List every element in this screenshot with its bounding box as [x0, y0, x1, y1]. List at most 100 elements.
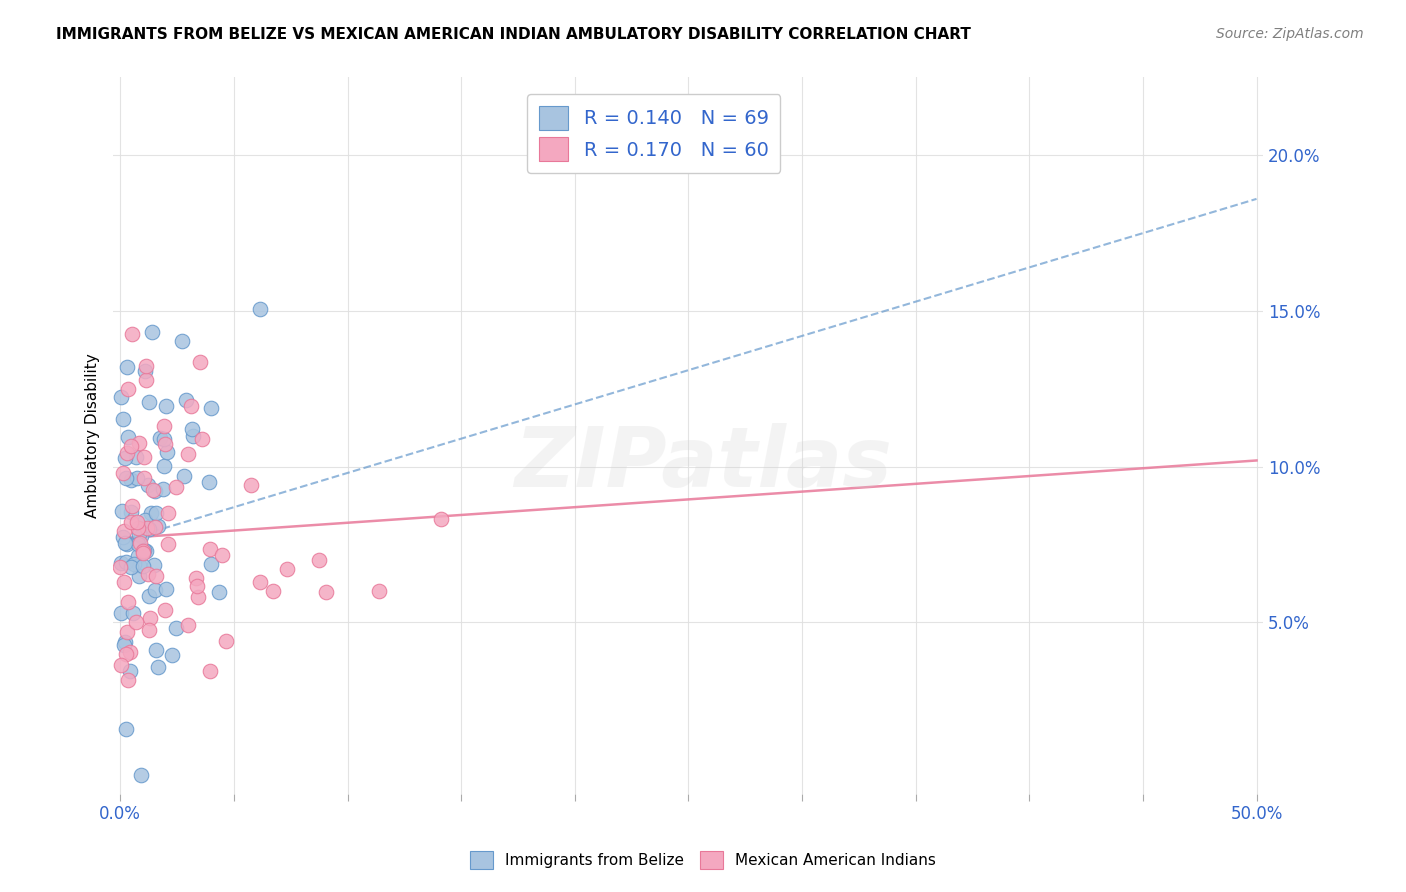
Point [138, 589, 160, 603]
Point [198, 475, 221, 490]
Point [145, 643, 167, 657]
Point [190, 432, 212, 446]
Point [127, 537, 149, 551]
Point [156, 444, 179, 458]
Point [181, 422, 204, 436]
Point [187, 591, 209, 605]
Point [200, 557, 222, 571]
Point [145, 582, 167, 597]
Point [146, 519, 169, 533]
Point [143, 558, 166, 573]
Point [134, 364, 156, 378]
Point [127, 549, 149, 563]
Point [122, 606, 145, 620]
Point [132, 543, 155, 558]
Point [262, 584, 284, 599]
Text: Source: ZipAtlas.com: Source: ZipAtlas.com [1216, 27, 1364, 41]
Point [110, 607, 132, 621]
Point [117, 430, 139, 444]
Point [125, 615, 148, 630]
Point [153, 432, 176, 446]
Point [153, 459, 176, 474]
Point [111, 504, 134, 518]
Point [132, 558, 155, 573]
Point [135, 543, 157, 558]
Point [145, 506, 167, 520]
Point [120, 560, 142, 574]
Point [138, 522, 160, 536]
Point [139, 506, 162, 520]
Point [125, 450, 148, 464]
Text: IMMIGRANTS FROM BELIZE VS MEXICAN AMERICAN INDIAN AMBULATORY DISABILITY CORRELAT: IMMIGRANTS FROM BELIZE VS MEXICAN AMERIC… [56, 27, 972, 42]
Point [138, 623, 160, 637]
Legend: R = 0.140   N = 69, R = 0.170   N = 60: R = 0.140 N = 69, R = 0.170 N = 60 [527, 95, 780, 173]
Point [112, 524, 135, 539]
Point [136, 566, 159, 581]
Point [117, 673, 139, 688]
Point [118, 664, 141, 678]
Point [184, 572, 207, 586]
Point [121, 326, 143, 341]
Point [249, 575, 271, 590]
Y-axis label: Ambulatory Disability: Ambulatory Disability [86, 353, 100, 518]
Point [152, 418, 174, 433]
Point [153, 603, 176, 617]
Point [138, 395, 160, 409]
Point [276, 562, 298, 576]
Point [120, 515, 142, 529]
Point [115, 537, 138, 551]
Point [111, 466, 134, 480]
Point [110, 560, 132, 574]
Point [198, 541, 221, 556]
Point [127, 521, 149, 535]
Point [114, 450, 136, 465]
Point [134, 450, 156, 464]
Point [177, 617, 200, 632]
Text: ZIPatlas: ZIPatlas [515, 424, 891, 504]
Point [165, 621, 187, 635]
Point [115, 446, 138, 460]
Point [155, 399, 177, 413]
Point [198, 665, 221, 679]
Point [112, 531, 135, 545]
Point [308, 553, 330, 567]
Point [135, 359, 157, 374]
Point [134, 513, 156, 527]
Point [152, 482, 174, 496]
Point [112, 638, 135, 652]
Point [115, 359, 138, 374]
Point [129, 768, 152, 782]
Point [143, 519, 166, 533]
Point [240, 478, 263, 492]
Point [120, 505, 142, 519]
Point [128, 435, 150, 450]
Point [110, 556, 132, 570]
Point [128, 527, 150, 541]
Point [430, 512, 453, 526]
Point [112, 412, 135, 426]
Point [128, 535, 150, 549]
Point [134, 471, 156, 485]
Point [114, 575, 136, 590]
Point [120, 473, 142, 487]
Point [115, 625, 138, 640]
Point [208, 585, 231, 599]
Point [128, 558, 150, 572]
Point [132, 546, 155, 560]
Point [110, 657, 132, 672]
Point [142, 483, 165, 497]
Point [367, 583, 389, 598]
Point [135, 373, 157, 387]
Point [117, 383, 139, 397]
Point [160, 648, 183, 662]
Point [115, 648, 138, 662]
Point [157, 537, 180, 551]
Point [249, 302, 271, 317]
Point [186, 579, 208, 593]
Point [110, 391, 132, 405]
Point [145, 569, 167, 583]
Point [188, 355, 211, 369]
Point [114, 635, 136, 649]
Point [138, 610, 160, 624]
Point [129, 529, 152, 543]
